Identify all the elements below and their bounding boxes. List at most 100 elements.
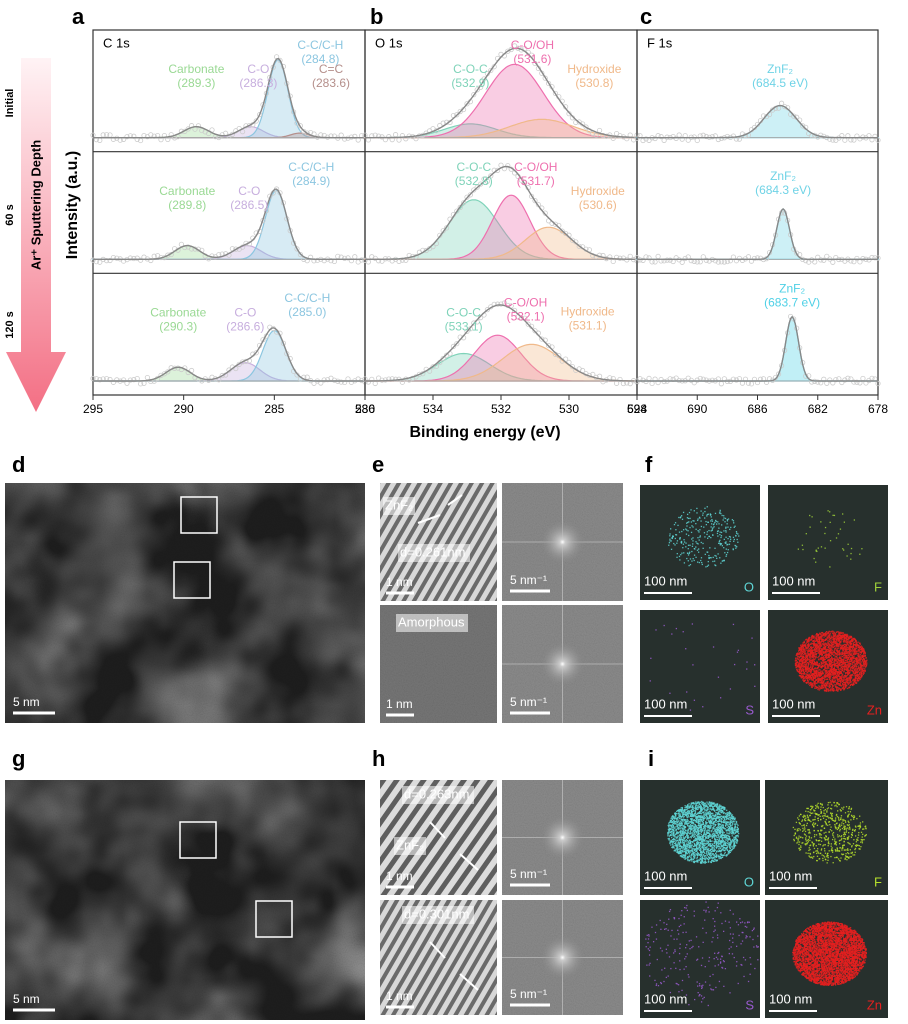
peak-position: (531.7) <box>517 174 555 188</box>
eds-dot <box>833 514 836 517</box>
eds-dot <box>691 860 693 862</box>
depth-level: 120 s <box>4 311 16 339</box>
x-axis-title: Binding energy (eV) <box>409 424 560 441</box>
raw-point <box>277 57 283 64</box>
eds-dot <box>683 552 685 554</box>
eds-dot <box>824 675 826 677</box>
eds-dot <box>727 549 729 551</box>
raw-point <box>617 133 623 139</box>
peak-name: C=C <box>319 62 344 76</box>
eds-dot <box>707 521 709 523</box>
raw-point <box>791 113 797 119</box>
eds-dot <box>820 672 822 674</box>
eds-dot <box>829 649 832 651</box>
eds-dot <box>699 536 701 538</box>
eds-dot <box>725 531 727 533</box>
eds-dot <box>820 658 823 660</box>
eds-dot <box>824 678 826 680</box>
eds-dot <box>859 646 861 648</box>
eds-dot <box>821 651 823 653</box>
eds-dot <box>837 643 839 645</box>
eds-dot <box>823 647 825 649</box>
eds-dot <box>682 631 684 633</box>
eds-dot <box>842 659 844 661</box>
eds-dot <box>680 542 683 544</box>
eds-dot <box>817 667 819 669</box>
eds-dot <box>856 661 858 663</box>
eds-dot <box>833 674 835 677</box>
eds-dot <box>835 644 837 647</box>
eds-dot <box>797 658 799 660</box>
eds-dot <box>820 662 823 664</box>
eds-dot <box>691 545 694 547</box>
scale-bar-label: 5 nm⁻¹ <box>510 695 547 709</box>
eds-dot <box>710 854 713 856</box>
eds-dot <box>710 516 712 518</box>
eds-dot <box>726 839 728 842</box>
eds-dot <box>846 666 848 668</box>
eds-dot <box>678 516 680 519</box>
raw-point <box>450 343 456 349</box>
eds-dot <box>836 664 839 667</box>
eds-dot <box>834 633 836 636</box>
eds-dot <box>842 649 844 651</box>
eds-dot <box>697 548 700 550</box>
raw-point <box>253 118 259 124</box>
eds-dot <box>754 664 756 666</box>
chart-title: O 1s <box>375 35 403 50</box>
eds-dot <box>725 529 727 532</box>
eds-dot <box>801 657 804 659</box>
eds-dot <box>803 680 805 682</box>
eds-dot <box>835 684 837 686</box>
eds-dot <box>727 841 729 843</box>
eds-dot <box>830 661 832 663</box>
eds-dot <box>811 650 814 652</box>
fft-center <box>540 935 585 980</box>
eds-dot <box>671 537 674 540</box>
eds-dot <box>700 525 703 528</box>
eds-dot <box>852 638 855 640</box>
eds-dot <box>727 537 729 540</box>
eds-dot <box>850 558 852 560</box>
eds-dot <box>681 518 684 520</box>
eds-dot <box>847 658 849 660</box>
eds-dot <box>692 825 694 827</box>
eds-dot <box>719 531 721 533</box>
eds-dot <box>856 671 859 673</box>
eds-dot <box>836 674 839 676</box>
eds-dot <box>819 674 821 676</box>
eds-dot <box>850 683 853 685</box>
eds-dot <box>710 840 712 843</box>
eds-dot <box>687 554 690 556</box>
eds-dot <box>849 651 852 653</box>
eds-dot <box>812 653 814 656</box>
x-tick-label: 532 <box>491 402 511 416</box>
eds-dot <box>857 648 859 651</box>
eds-dot <box>822 670 824 672</box>
raw-point <box>355 137 361 143</box>
eds-dot <box>712 556 714 559</box>
eds-dot <box>697 537 699 539</box>
eds-dot <box>826 676 828 678</box>
eds-dot <box>804 668 807 671</box>
eds-dot <box>864 661 867 663</box>
eds-dot <box>822 634 824 636</box>
eds-dot <box>837 689 839 691</box>
raw-point <box>552 221 559 227</box>
eds-dot <box>840 662 842 664</box>
x-tick-label: 690 <box>687 402 707 416</box>
eds-dot <box>831 641 833 643</box>
eds-dot <box>736 651 739 653</box>
eds-dot <box>851 662 853 664</box>
eds-dot <box>852 644 854 646</box>
eds-dot <box>838 670 840 672</box>
eds-dot <box>732 536 735 539</box>
eds-dot <box>844 681 847 684</box>
eds-dot <box>826 678 829 680</box>
eds-dot <box>850 676 852 678</box>
eds-dot <box>837 647 839 649</box>
eds-dot <box>697 518 699 520</box>
eds-dot <box>719 557 721 559</box>
x-tick-label: 534 <box>423 402 443 416</box>
